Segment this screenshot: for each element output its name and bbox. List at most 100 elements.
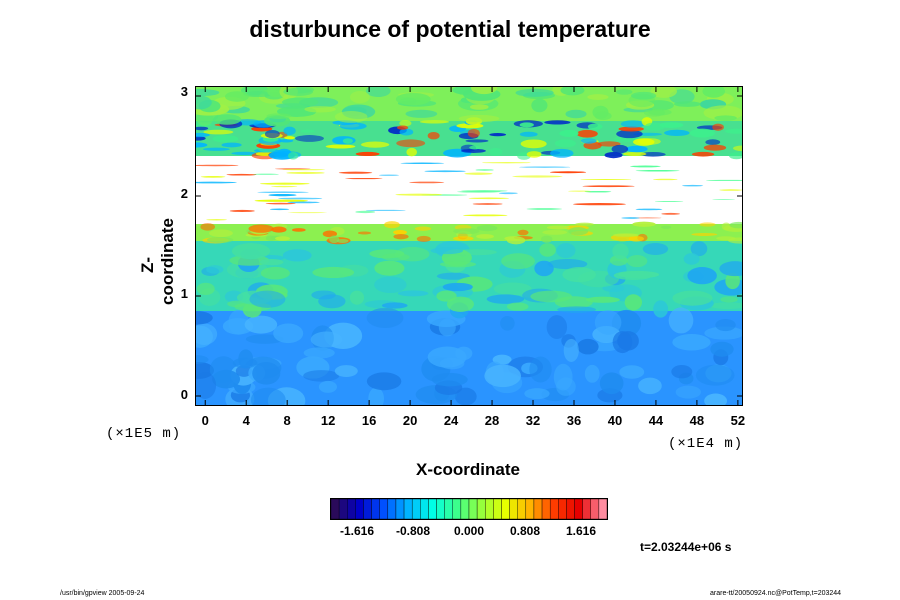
field-texture-blob: [221, 142, 242, 148]
x-tick-24: 24: [443, 413, 459, 428]
colorbar-segment: [379, 498, 389, 520]
field-texture-blob: [704, 393, 728, 406]
field-texture-blob: [427, 131, 440, 140]
field-texture-blob: [580, 179, 632, 180]
field-texture-blob: [195, 355, 209, 365]
field-texture-blob: [719, 189, 743, 191]
field-texture-blob: [615, 89, 633, 95]
field-texture-blob: [393, 230, 407, 235]
field-texture-blob: [587, 94, 609, 100]
field-texture-blob: [643, 108, 666, 117]
field-texture-blob: [727, 237, 743, 244]
colorbar-tick-4: 1.616: [565, 524, 597, 538]
colorbar: [330, 498, 608, 520]
field-texture-blob: [721, 222, 731, 231]
colorbar-segment: [582, 498, 591, 520]
field-texture-blob: [556, 243, 576, 259]
colorbar-segment: [460, 498, 470, 520]
field-texture-blob: [195, 132, 210, 138]
field-texture-blob: [378, 174, 400, 176]
field-texture-blob: [470, 86, 498, 95]
colorbar-segment: [509, 498, 518, 520]
field-texture-blob: [195, 181, 237, 184]
colorbar-tick-3: 0.808: [509, 524, 541, 538]
field-texture-blob: [436, 272, 470, 280]
field-texture-blob: [224, 91, 249, 102]
field-texture-blob: [271, 185, 298, 188]
x-tick-20: 20: [402, 413, 418, 428]
field-texture-blob: [546, 225, 570, 230]
field-texture-blob: [430, 247, 464, 255]
field-texture-blob: [250, 387, 286, 406]
field-texture-blob: [632, 221, 656, 227]
field-texture-blob: [349, 90, 370, 104]
field-texture-blob: [725, 128, 743, 134]
field-texture-blob: [635, 208, 663, 211]
field-texture-blob: [691, 232, 718, 236]
field-texture-blob: [195, 323, 218, 345]
y-tick-0: 0: [180, 387, 188, 402]
field-texture-blob: [266, 113, 292, 119]
field-texture-blob: [463, 214, 508, 217]
field-texture-blob: [414, 226, 432, 231]
colorbar-segment: [444, 498, 453, 520]
field-texture-blob: [672, 334, 711, 351]
field-texture-blob: [396, 139, 426, 148]
colorbar-tick-2: 0.000: [453, 524, 485, 538]
field-texture-blob: [248, 224, 274, 233]
field-texture-blob: [286, 171, 325, 174]
field-texture-blob: [594, 111, 612, 121]
field-texture-blob: [729, 221, 743, 229]
field-texture-blob: [562, 267, 596, 283]
field-texture-blob: [200, 175, 226, 178]
field-texture-blob: [580, 138, 597, 144]
colorbar-segment: [517, 498, 527, 520]
field-texture-blob: [456, 190, 501, 193]
field-texture-blob: [664, 129, 690, 137]
field-texture-blob: [481, 162, 531, 164]
field-texture-blob: [212, 114, 242, 125]
field-texture-blob: [342, 138, 353, 144]
x-tick-0: 0: [201, 413, 209, 428]
colorbar-segment: [395, 498, 405, 520]
field-texture-blob: [488, 147, 503, 156]
field-texture-blob: [275, 236, 290, 241]
field-texture-blob: [265, 202, 296, 205]
field-texture-blob: [733, 145, 743, 152]
field-texture-blob: [339, 122, 367, 130]
field-texture-blob: [687, 267, 717, 285]
field-texture-blob: [303, 347, 335, 359]
field-texture-blob: [287, 212, 328, 214]
colorbar-segment: [330, 498, 340, 520]
field-texture-blob: [705, 179, 743, 182]
field-texture-blob: [519, 166, 571, 168]
field-texture-blob: [278, 197, 323, 200]
colorbar-segment: [493, 498, 502, 520]
field-texture-blob: [575, 222, 594, 226]
field-texture-blob: [546, 315, 568, 340]
field-texture-blob: [476, 225, 498, 232]
field-texture-blob: [568, 227, 589, 236]
field-texture-blob: [550, 148, 574, 158]
x-tick-52: 52: [730, 413, 746, 428]
field-texture-blob: [442, 282, 473, 292]
field-texture-blob: [374, 260, 405, 276]
field-texture-blob: [710, 341, 734, 357]
field-texture-blob: [683, 253, 700, 265]
field-texture-blob: [512, 175, 563, 178]
field-texture-blob: [506, 302, 529, 311]
colorbar-segment: [525, 498, 535, 520]
field-texture-blob: [203, 129, 234, 135]
field-texture-blob: [431, 372, 468, 387]
field-texture-blob: [468, 197, 510, 200]
field-texture-blob: [560, 86, 585, 96]
field-texture-blob: [212, 135, 239, 143]
y-tick-2: 2: [180, 186, 188, 201]
field-texture-blob: [254, 199, 308, 202]
field-texture-blob: [720, 296, 738, 303]
field-texture-blob: [689, 128, 715, 138]
field-texture-blob: [365, 209, 406, 211]
field-texture-blob: [292, 228, 306, 232]
colorbar-segment: [371, 498, 380, 520]
field-texture-blob: [526, 151, 542, 158]
